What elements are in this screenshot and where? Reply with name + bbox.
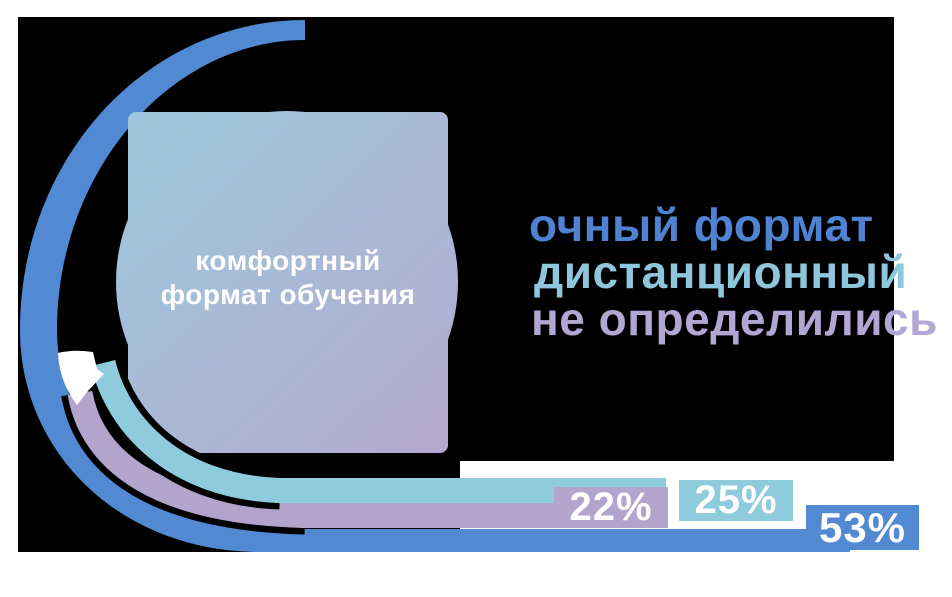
frame-strip-right [894, 0, 952, 597]
center-gradient-square [116, 111, 458, 453]
value-box-lightblue [679, 480, 793, 521]
frame-strip-top [0, 0, 952, 17]
frame-strip-left [0, 0, 18, 597]
ribbon-lightblue-curve [90, 359, 281, 503]
ribbon-blue-arc [20, 20, 850, 552]
ribbon-purple-band [300, 503, 554, 528]
value-box-blue [806, 505, 919, 550]
frame-strip-bottom [0, 552, 952, 597]
ribbon-purple-curve [67, 390, 306, 528]
arrow-start-icon [58, 350, 104, 405]
value-box-purple [554, 487, 668, 528]
